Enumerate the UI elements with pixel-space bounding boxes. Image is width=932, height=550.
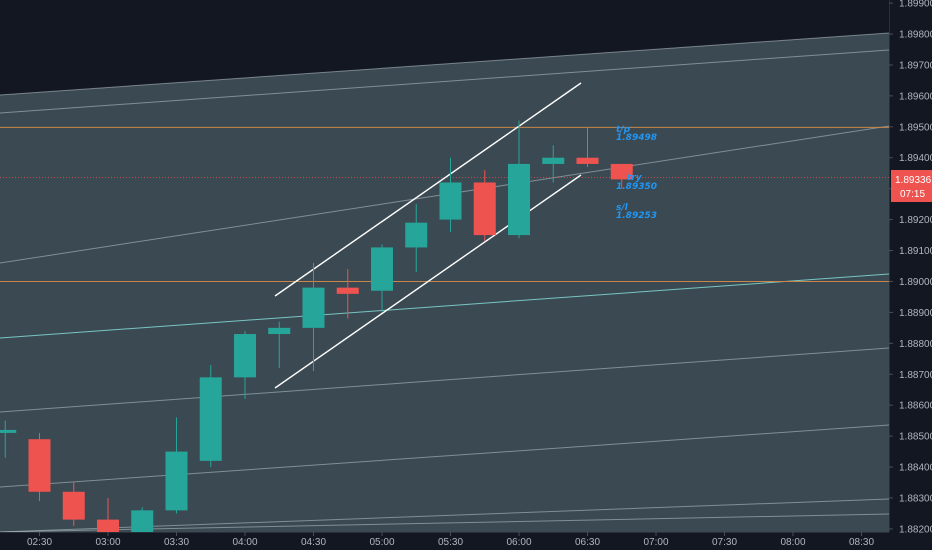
trend-line-upper [274, 82, 582, 297]
x-tick-label: 08:00 [780, 537, 805, 548]
y-tick-label: 1.89100 [899, 246, 932, 257]
sl-annotation-value: 1.89253 [616, 211, 657, 221]
x-tick-label: 05:30 [438, 537, 463, 548]
sl-annotation-label: s/l [616, 203, 629, 213]
current-price-value: 1.89336 [895, 175, 932, 186]
x-tick-label: 05:00 [369, 537, 394, 548]
x-tick-label: 06:00 [506, 537, 531, 548]
x-tick-label: 08:30 [849, 537, 874, 548]
candle-body [439, 182, 462, 220]
channel-layer [0, 32, 889, 532]
price-axis[interactable]: 1.89900 1.89800 1.89700 1.89600 1.89500 1.894… [889, 0, 932, 535]
x-tick-label: 03:30 [164, 537, 189, 548]
y-tick-label: 1.88500 [899, 432, 932, 443]
candles-layer [0, 120, 633, 532]
candle-body [131, 510, 154, 532]
x-tick-label: 03:00 [95, 537, 120, 548]
candle-body [576, 157, 599, 164]
candle-body [302, 287, 325, 328]
x-tick-label: 04:00 [232, 537, 257, 548]
candle-body [165, 451, 188, 511]
tp-annotation-label: t/p [616, 125, 631, 135]
entry-annotation-label: try [627, 173, 643, 183]
candle-body [62, 491, 85, 520]
current-price-box [891, 170, 932, 202]
channel-line [0, 424, 889, 488]
y-tick-label: 1.89500 [899, 122, 932, 133]
candle-body [610, 163, 633, 180]
y-tick-label: 1.88900 [899, 308, 932, 319]
y-tick-label: 1.88700 [899, 370, 932, 381]
channel-line [0, 347, 889, 413]
candle-body [199, 377, 222, 461]
y-tick-label: 1.89900 [899, 0, 932, 10]
annotations-layer: t/p 1.89498 try 1.89350 s/l 1.89253 [616, 125, 657, 221]
y-tick-label: 1.88400 [899, 463, 932, 474]
candle-body [336, 287, 359, 294]
tp-annotation-value: 1.89498 [616, 133, 657, 143]
y-tick-label: 1.88800 [899, 339, 932, 350]
time-axis[interactable]: 02:30 03:00 03:30 04:00 04:30 05:00 05:30 06:00… [27, 532, 874, 548]
candle-body [542, 157, 565, 164]
candle-body [28, 439, 51, 492]
candle-body [473, 182, 496, 236]
current-price-label: 1.89336 07:15 [891, 170, 932, 202]
y-tick-label: 1.88200 [899, 524, 932, 535]
candle-body [268, 327, 291, 335]
candle-body [0, 429, 17, 433]
channel-line [0, 32, 889, 96]
y-tick-label: 1.89000 [899, 277, 932, 288]
y-tick-label: 1.89600 [899, 91, 932, 102]
channel-line [0, 49, 889, 114]
y-tick-label: 1.88600 [899, 401, 932, 412]
y-tick-label: 1.89700 [899, 60, 932, 71]
y-tick-label: 1.89400 [899, 153, 932, 164]
countdown-value: 07:15 [900, 189, 925, 200]
x-tick-label: 07:30 [712, 537, 737, 548]
candle-body [371, 247, 393, 291]
y-tick-label: 1.89200 [899, 215, 932, 226]
channel-fill [0, 33, 889, 532]
x-tick-label: 04:30 [301, 537, 326, 548]
channel-line [0, 273, 889, 339]
candle-body [234, 334, 256, 378]
x-tick-label: 02:30 [27, 537, 52, 548]
x-tick-label: 07:00 [643, 537, 668, 548]
y-tick-label: 1.89800 [899, 30, 932, 41]
x-tick-label: 06:30 [575, 537, 600, 548]
candle-body [97, 519, 119, 532]
candle-body [508, 163, 530, 236]
candle-body [405, 222, 428, 248]
entry-annotation-value: 1.89350 [616, 182, 657, 192]
y-tick-label: 1.88300 [899, 493, 932, 504]
